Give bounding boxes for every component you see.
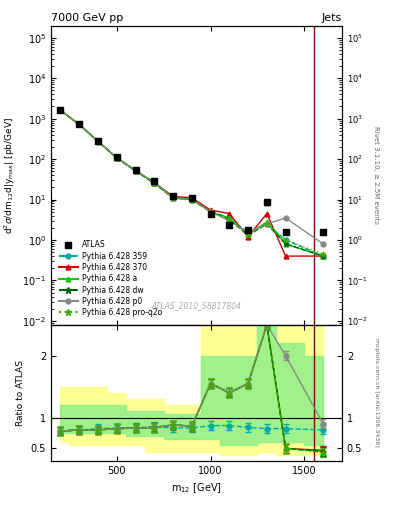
Pythia 6.428 a — [133, 167, 138, 174]
Pythia 6.428 p0 — [114, 155, 119, 161]
Pythia 6.428 370 — [114, 155, 119, 161]
Line: Pythia 6.428 a: Pythia 6.428 a — [58, 108, 325, 259]
Pythia 6.428 dw — [77, 121, 82, 127]
Pythia 6.428 dw — [283, 241, 288, 247]
Pythia 6.428 370 — [321, 253, 325, 259]
Pythia 6.428 370 — [58, 108, 63, 114]
Pythia 6.428 359 — [264, 221, 269, 227]
Y-axis label: Rivet 3.1.10, ≥ 2.5M events: Rivet 3.1.10, ≥ 2.5M events — [373, 126, 379, 224]
Pythia 6.428 a — [77, 121, 82, 127]
Pythia 6.428 a — [208, 209, 213, 215]
Pythia 6.428 370 — [246, 233, 250, 240]
Text: 7000 GeV pp: 7000 GeV pp — [51, 13, 123, 24]
Pythia 6.428 pro-q2o — [283, 237, 288, 243]
Pythia 6.428 359 — [171, 195, 175, 201]
Pythia 6.428 359 — [114, 155, 119, 161]
Pythia 6.428 359 — [152, 180, 157, 186]
Pythia 6.428 a — [189, 197, 194, 203]
Pythia 6.428 pro-q2o — [133, 167, 138, 174]
Pythia 6.428 a — [95, 138, 100, 144]
Pythia 6.428 359 — [189, 197, 194, 203]
Line: Pythia 6.428 359: Pythia 6.428 359 — [58, 108, 325, 259]
Pythia 6.428 359 — [246, 230, 250, 236]
Line: Pythia 6.428 pro-q2o: Pythia 6.428 pro-q2o — [58, 108, 325, 257]
Legend: ATLAS, Pythia 6.428 359, Pythia 6.428 370, Pythia 6.428 a, Pythia 6.428 dw, Pyth: ATLAS, Pythia 6.428 359, Pythia 6.428 37… — [55, 237, 166, 321]
Line: Pythia 6.428 370: Pythia 6.428 370 — [58, 108, 325, 259]
Pythia 6.428 p0 — [133, 167, 138, 174]
Pythia 6.428 370 — [95, 138, 100, 144]
Pythia 6.428 370 — [227, 210, 232, 217]
Pythia 6.428 dw — [171, 195, 175, 201]
Pythia 6.428 p0 — [208, 209, 213, 215]
Text: Jets: Jets — [321, 13, 342, 24]
Pythia 6.428 dw — [133, 167, 138, 174]
Pythia 6.428 pro-q2o — [77, 121, 82, 127]
Pythia 6.428 pro-q2o — [264, 221, 269, 227]
Pythia 6.428 dw — [321, 253, 325, 259]
Pythia 6.428 a — [264, 219, 269, 225]
Pythia 6.428 359 — [58, 108, 63, 114]
Pythia 6.428 370 — [189, 195, 194, 201]
Pythia 6.428 370 — [77, 121, 82, 127]
Pythia 6.428 p0 — [321, 241, 325, 247]
Pythia 6.428 370 — [171, 193, 175, 199]
Y-axis label: d$^2\sigma$/dm$_{12}$d|y$_{max}$| [pb/GeV]: d$^2\sigma$/dm$_{12}$d|y$_{max}$| [pb/Ge… — [2, 117, 17, 233]
Pythia 6.428 p0 — [58, 108, 63, 114]
Pythia 6.428 a — [152, 180, 157, 186]
Pythia 6.428 dw — [246, 232, 250, 239]
Pythia 6.428 359 — [227, 215, 232, 221]
Pythia 6.428 a — [171, 195, 175, 201]
Pythia 6.428 p0 — [189, 197, 194, 203]
Pythia 6.428 359 — [208, 209, 213, 215]
Pythia 6.428 dw — [58, 108, 63, 114]
Pythia 6.428 370 — [283, 253, 288, 259]
Pythia 6.428 359 — [95, 139, 100, 145]
Y-axis label: Ratio to ATLAS: Ratio to ATLAS — [16, 360, 25, 426]
Pythia 6.428 a — [227, 215, 232, 221]
Pythia 6.428 p0 — [227, 218, 232, 224]
Pythia 6.428 pro-q2o — [114, 155, 119, 161]
Pythia 6.428 p0 — [171, 195, 175, 201]
Pythia 6.428 dw — [264, 221, 269, 227]
Pythia 6.428 dw — [152, 180, 157, 186]
Pythia 6.428 p0 — [246, 230, 250, 236]
Pythia 6.428 359 — [77, 121, 82, 127]
Pythia 6.428 dw — [227, 217, 232, 223]
Pythia 6.428 dw — [208, 209, 213, 215]
Pythia 6.428 p0 — [77, 121, 82, 127]
Pythia 6.428 370 — [208, 207, 213, 213]
Pythia 6.428 370 — [264, 210, 269, 217]
Pythia 6.428 370 — [152, 180, 157, 186]
Pythia 6.428 a — [246, 231, 250, 237]
Pythia 6.428 dw — [189, 197, 194, 203]
Pythia 6.428 dw — [95, 138, 100, 144]
Pythia 6.428 p0 — [95, 138, 100, 144]
Pythia 6.428 pro-q2o — [227, 217, 232, 223]
Pythia 6.428 a — [114, 155, 119, 161]
Pythia 6.428 pro-q2o — [152, 180, 157, 186]
Pythia 6.428 pro-q2o — [246, 232, 250, 239]
X-axis label: m$_{12}$ [GeV]: m$_{12}$ [GeV] — [171, 481, 222, 495]
Pythia 6.428 pro-q2o — [321, 251, 325, 257]
Pythia 6.428 359 — [321, 253, 325, 259]
Pythia 6.428 p0 — [264, 221, 269, 227]
Line: Pythia 6.428 dw: Pythia 6.428 dw — [58, 108, 325, 259]
Pythia 6.428 370 — [133, 167, 138, 174]
Y-axis label: mcplots.cern.ch [arXiv:1306.3436]: mcplots.cern.ch [arXiv:1306.3436] — [374, 338, 379, 447]
Line: Pythia 6.428 p0: Pythia 6.428 p0 — [58, 108, 325, 246]
Text: ATLAS_2010_S8817804: ATLAS_2010_S8817804 — [151, 301, 242, 310]
Pythia 6.428 a — [321, 253, 325, 259]
Pythia 6.428 pro-q2o — [95, 138, 100, 144]
Pythia 6.428 pro-q2o — [208, 209, 213, 215]
Pythia 6.428 pro-q2o — [189, 197, 194, 203]
Pythia 6.428 359 — [133, 168, 138, 175]
Pythia 6.428 359 — [283, 237, 288, 243]
Pythia 6.428 p0 — [152, 179, 157, 185]
Pythia 6.428 p0 — [283, 215, 288, 221]
Pythia 6.428 a — [58, 108, 63, 114]
Pythia 6.428 pro-q2o — [171, 195, 175, 201]
Pythia 6.428 pro-q2o — [58, 108, 63, 114]
Pythia 6.428 a — [283, 241, 288, 247]
Pythia 6.428 dw — [114, 155, 119, 161]
